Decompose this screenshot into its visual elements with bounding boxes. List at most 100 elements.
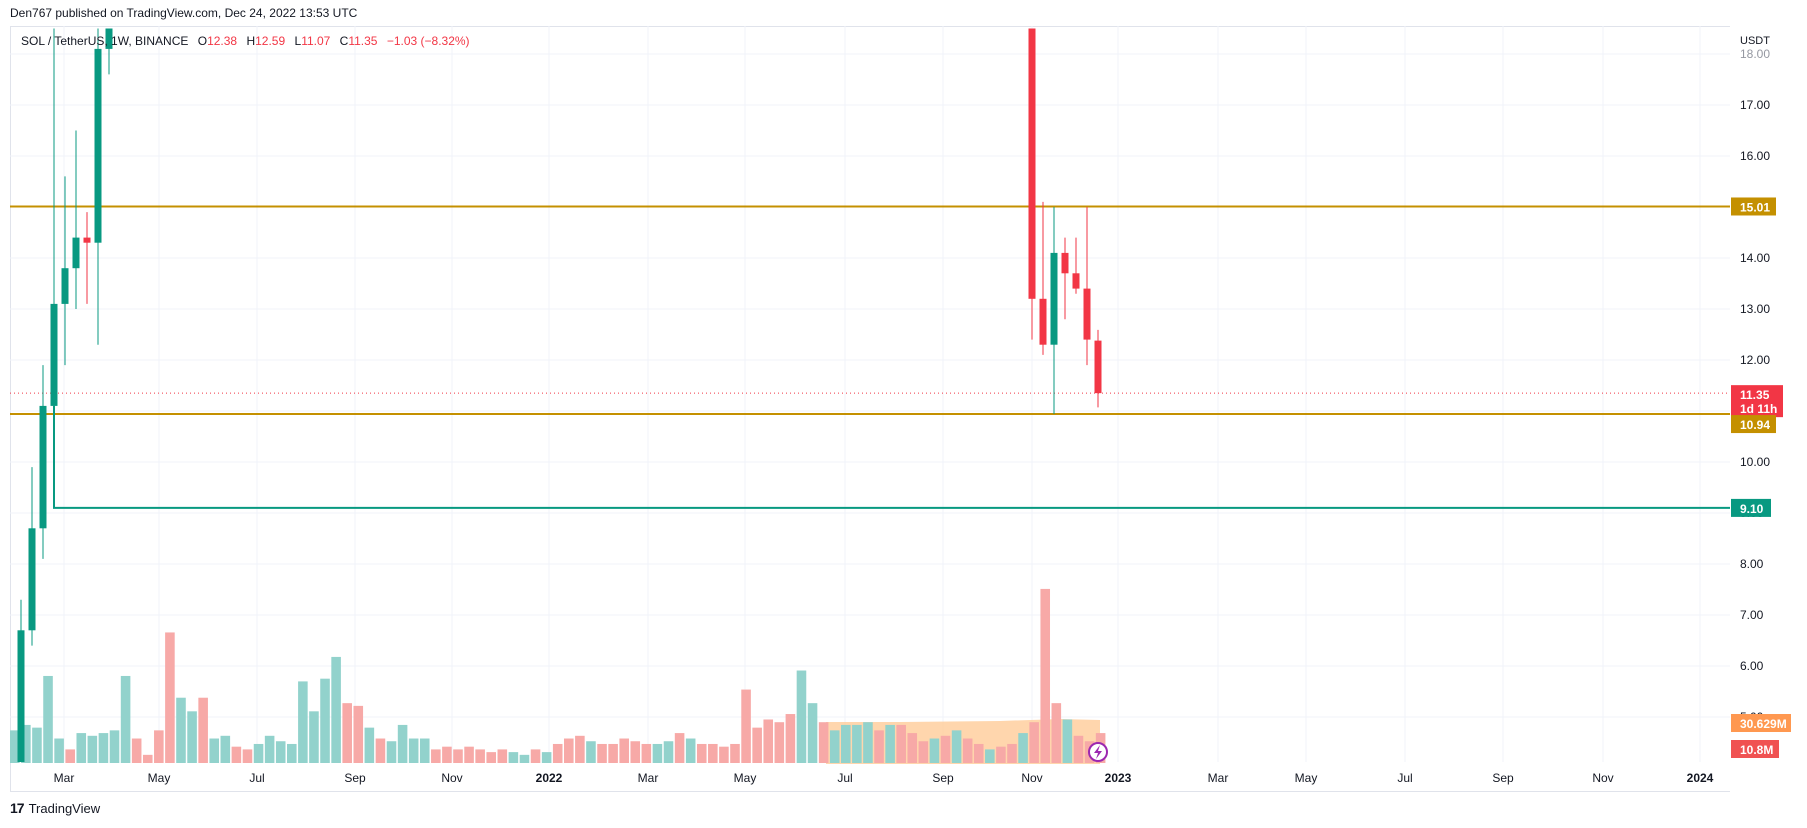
support2-badge-text: 9.10	[1740, 502, 1764, 516]
lightning-icon[interactable]	[1088, 742, 1108, 762]
volume-bar	[575, 735, 585, 763]
volume-bar	[109, 730, 120, 763]
volume-bar	[54, 738, 64, 763]
volume-bar	[320, 678, 330, 763]
price-tick: 12.00	[1740, 353, 1770, 367]
volume-bar	[287, 743, 297, 763]
time-label: Mar	[638, 771, 659, 785]
volume-bar	[10, 730, 20, 763]
time-label: 2022	[536, 771, 563, 785]
time-label: Jul	[249, 771, 264, 785]
volume-bar	[696, 743, 707, 763]
volume-bar	[763, 719, 774, 763]
high-value: 12.59	[255, 34, 286, 48]
volume-bar	[985, 749, 995, 763]
volume-bar	[65, 749, 75, 763]
footer-brand[interactable]: 17 TradingView	[10, 800, 100, 816]
volume-bar	[353, 705, 364, 763]
volume-bar	[386, 741, 397, 763]
volume-bar	[874, 730, 884, 763]
volume-bar	[730, 743, 740, 763]
volume-bar	[752, 727, 762, 763]
volume-bar	[785, 714, 796, 763]
grid-lines	[10, 26, 1730, 762]
time-label: May	[734, 771, 757, 785]
volume-bar	[685, 738, 696, 763]
volume-bar	[87, 735, 98, 763]
volume-bar	[142, 754, 153, 763]
candle-body	[1061, 252, 1069, 274]
volume-bar	[564, 738, 574, 763]
currency-label: USDT	[1740, 35, 1770, 47]
volume-bar	[176, 697, 186, 763]
volume-bar	[497, 749, 508, 763]
symbol-name[interactable]: SOL / TetherUS, 1W, BINANCE	[21, 34, 189, 48]
time-axis[interactable]: Mar May Jul Sep Nov 2022 Mar May Jul Sep Nov 2023 Ma…	[54, 771, 1714, 785]
time-label: Nov	[441, 771, 462, 785]
volume-bar	[674, 733, 685, 763]
volume-bar	[608, 743, 618, 763]
volume-bar	[586, 741, 596, 763]
volume-bar	[43, 675, 53, 763]
volume-bars	[10, 588, 1106, 763]
volume-bar	[408, 738, 419, 763]
volume-bar	[552, 743, 563, 763]
volume-bar	[885, 724, 895, 763]
volume-bar	[209, 738, 220, 763]
volume-bar	[120, 675, 131, 763]
time-label: Nov	[1592, 771, 1613, 785]
candle-body	[94, 48, 102, 243]
price-tick: 18.00	[1740, 47, 1770, 61]
candle-body	[1083, 288, 1091, 340]
volume-bar	[431, 749, 441, 763]
candle-body	[50, 303, 58, 406]
support-line-2	[53, 405, 1730, 509]
volume-bar	[364, 727, 375, 763]
volume-bar	[154, 730, 164, 763]
candlesticks	[17, 28, 1102, 762]
volume-bar	[165, 632, 175, 763]
candle-body	[1072, 273, 1080, 289]
volume-bar	[464, 746, 474, 763]
volume-bar	[641, 743, 652, 763]
volume-bar	[940, 735, 951, 763]
horizontal-levels[interactable]	[10, 205, 1730, 509]
volume-bar	[1040, 588, 1051, 763]
volume-bar	[818, 722, 829, 763]
volume-profile-badge	[1731, 714, 1791, 732]
volume-badge	[1731, 740, 1779, 758]
volume-bar	[852, 724, 862, 763]
volume-bar	[951, 730, 962, 763]
last-price-badge	[1731, 385, 1783, 418]
volume-bar	[1073, 735, 1084, 763]
volume-bar	[342, 703, 352, 763]
volume-bar	[198, 697, 208, 763]
volume-bar	[131, 738, 142, 763]
time-label: Jul	[837, 771, 852, 785]
volume-bar	[419, 738, 430, 763]
volume-bar	[331, 656, 341, 763]
volume-bar	[597, 743, 607, 763]
price-tick: 10.00	[1740, 455, 1770, 469]
volume-bar	[896, 724, 906, 763]
volume-bar	[708, 743, 718, 763]
volume-bar	[298, 681, 308, 763]
candle-body	[83, 237, 91, 243]
volume-bar	[76, 733, 87, 763]
volume-bar	[796, 670, 807, 763]
volume-bar	[375, 738, 386, 763]
resistance-badge-text: 15.01	[1740, 200, 1770, 214]
support2-badge	[1731, 498, 1771, 517]
volume-bar	[996, 746, 1006, 763]
last-price-badge-text: 1d 11h	[1740, 402, 1777, 416]
price-tick: 7.00	[1740, 608, 1764, 622]
volume-badge-text: 10.8M	[1740, 743, 1773, 757]
close-value: 11.35	[348, 34, 378, 48]
volume-bar	[231, 746, 242, 763]
volume-bar	[973, 743, 984, 763]
volume-bar	[663, 741, 674, 763]
volume-profile-badge-text: 30.629M	[1740, 717, 1787, 731]
volume-bar	[397, 724, 408, 763]
